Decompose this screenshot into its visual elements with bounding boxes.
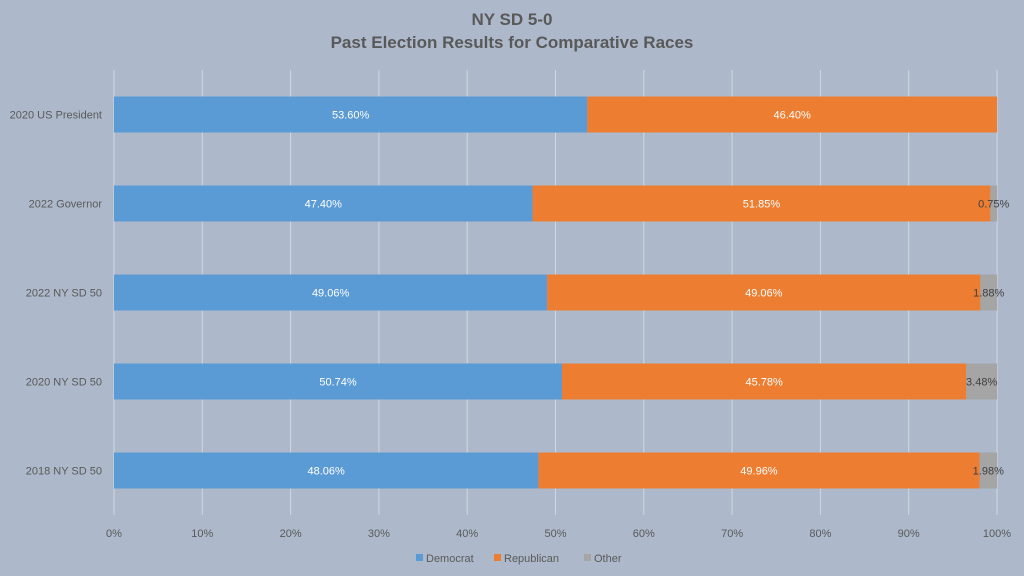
x-tick-label: 50% — [544, 528, 566, 540]
x-tick-label: 20% — [280, 528, 302, 540]
data-label: 50.74% — [319, 377, 357, 389]
bar-segment-other — [979, 452, 997, 489]
data-label: 51.85% — [743, 199, 781, 211]
x-tick-label: 0% — [106, 528, 122, 540]
bar-segment-republican — [532, 185, 991, 222]
category-axis: 2020 US President 2022 Governor 2022 NY SD… — [10, 110, 103, 478]
x-tick-label: 100% — [983, 528, 1011, 540]
data-label: 47.40% — [305, 199, 343, 211]
data-label: 45.78% — [745, 377, 783, 389]
x-tick-label: 70% — [721, 528, 743, 540]
chart-title-line1: NY SD 5-0 — [471, 10, 553, 29]
category-label: 2022 Governor — [29, 199, 103, 211]
x-tick-label: 80% — [809, 528, 831, 540]
bar-segment-republican — [562, 363, 967, 400]
bar-segment-other — [980, 274, 997, 311]
bar-segment-republican — [538, 452, 980, 489]
category-label: 2018 NY SD 50 — [26, 466, 102, 478]
data-label: 53.60% — [332, 110, 370, 122]
category-label: 2020 NY SD 50 — [26, 377, 102, 389]
bars: 53.60% 46.40% 47.40% 51.85% 0.75% 49.06% 49.06… — [114, 96, 1009, 489]
legend-swatch-democrat — [416, 554, 423, 561]
category-label: 2020 US President — [10, 110, 102, 122]
legend-label: Other — [594, 553, 622, 565]
x-tick-label: 30% — [368, 528, 390, 540]
bar-segment-democrat — [114, 185, 533, 222]
data-label: 0.75% — [978, 199, 1009, 211]
data-label: 3.48% — [966, 377, 997, 389]
data-label: 49.96% — [740, 466, 778, 478]
legend: Democrat Republican Other — [416, 553, 622, 565]
data-label: 49.06% — [745, 288, 783, 300]
bar-segment-democrat — [114, 363, 563, 400]
x-tick-label: 60% — [633, 528, 655, 540]
legend-label: Republican — [504, 553, 559, 565]
legend-swatch-republican — [494, 554, 501, 561]
value-axis: 0% 10% 20% 30% 40% 50% 60% 70% 80% 90% 100% — [106, 528, 1011, 540]
x-tick-label: 90% — [898, 528, 920, 540]
bar-segment-other — [966, 363, 997, 400]
bar-segment-republican — [587, 96, 997, 133]
chart-title: NY SD 5-0 Past Election Results for Comp… — [0, 8, 1024, 54]
bar-segment-republican — [547, 274, 981, 311]
chart-subtitle: Past Election Results for Comparative Ra… — [330, 33, 694, 52]
bar-segment-other — [990, 185, 997, 222]
bar-segment-democrat — [114, 96, 588, 133]
x-tick-label: 10% — [191, 528, 213, 540]
legend-label: Democrat — [426, 553, 474, 565]
data-label: 1.88% — [973, 288, 1004, 300]
legend-swatch-other — [584, 554, 591, 561]
category-label: 2022 NY SD 50 — [26, 288, 102, 300]
data-label: 49.06% — [312, 288, 350, 300]
data-label: 48.06% — [308, 466, 346, 478]
data-label: 1.98% — [973, 466, 1004, 478]
bar-segment-democrat — [114, 452, 539, 489]
data-label: 46.40% — [773, 110, 811, 122]
x-tick-label: 40% — [456, 528, 478, 540]
bar-segment-democrat — [114, 274, 548, 311]
